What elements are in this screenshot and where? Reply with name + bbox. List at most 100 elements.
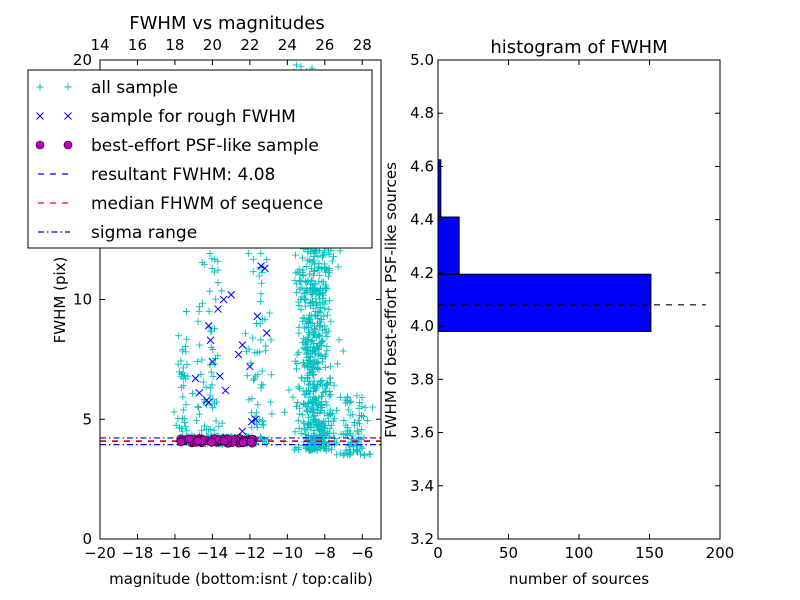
all-sample-point — [323, 380, 331, 388]
scatter-x-tick-label: −20 — [84, 544, 116, 562]
all-sample-point — [327, 421, 335, 429]
all-sample-point — [209, 404, 217, 412]
all-sample-point — [300, 400, 308, 408]
all-sample-point — [296, 277, 304, 285]
all-sample-point — [267, 336, 275, 344]
all-sample-point — [317, 321, 325, 329]
all-sample-point — [209, 395, 217, 403]
all-sample-point — [312, 248, 320, 256]
all-sample-point — [249, 334, 257, 342]
all-sample-point — [195, 307, 203, 315]
all-sample-point — [304, 349, 312, 357]
all-sample-point — [327, 411, 335, 419]
all-sample-point — [180, 406, 188, 414]
all-sample-point — [316, 332, 324, 340]
all-sample-point — [324, 381, 332, 389]
all-sample-point — [202, 383, 210, 391]
all-sample-point — [261, 316, 269, 324]
histogram-y-tick-label: 4.6 — [410, 157, 434, 175]
histogram-bar — [437, 216, 460, 275]
all-sample-point — [196, 341, 204, 349]
all-sample-point — [310, 416, 318, 424]
all-sample-point — [301, 324, 309, 332]
all-sample-point — [315, 350, 323, 358]
all-sample-point — [313, 382, 321, 390]
scatter-top-x-tick-label: 28 — [353, 36, 372, 54]
all-sample-point — [194, 403, 202, 411]
all-sample-point — [295, 410, 303, 418]
all-sample-point — [315, 394, 323, 402]
all-sample-point — [333, 439, 341, 447]
all-sample-point — [197, 370, 205, 378]
all-sample-point — [205, 307, 213, 315]
legend-label: sample for rough FWHM — [91, 107, 296, 127]
all-sample-point — [268, 410, 276, 418]
all-sample-point — [351, 419, 359, 427]
all-sample-point — [295, 404, 303, 412]
all-sample-point — [353, 447, 361, 455]
all-sample-point — [315, 366, 323, 374]
histogram-y-tick-label: 3.4 — [410, 477, 434, 495]
rough-fwhm-point — [251, 415, 260, 424]
all-sample-point — [304, 343, 312, 351]
all-sample-point — [321, 300, 329, 308]
rough-fwhm-point — [206, 336, 215, 345]
all-sample-point — [257, 384, 265, 392]
all-sample-point — [365, 450, 373, 458]
all-sample-point — [316, 339, 324, 347]
all-sample-point — [258, 421, 266, 429]
all-sample-point — [295, 298, 303, 306]
all-sample-point — [214, 279, 222, 287]
all-sample-point — [342, 399, 350, 407]
psf-sample-point — [207, 438, 216, 447]
scatter-top-x-tick-label: 14 — [90, 36, 109, 54]
all-sample-point — [195, 403, 203, 411]
all-sample-point — [347, 435, 355, 443]
all-sample-point — [300, 289, 308, 297]
histogram-x-tick-label: 200 — [706, 544, 735, 562]
all-sample-point — [301, 424, 309, 432]
legend-marker-x — [36, 112, 44, 120]
all-sample-point — [249, 268, 257, 276]
all-sample-point — [328, 257, 336, 265]
all-sample-point — [198, 258, 206, 266]
all-sample-point — [291, 277, 299, 285]
all-sample-point — [300, 359, 308, 367]
scatter-x-tick-label: −6 — [351, 544, 373, 562]
all-sample-point — [281, 408, 289, 416]
legend-marker-plus — [36, 83, 44, 91]
all-sample-point — [208, 381, 216, 389]
all-sample-point — [307, 280, 315, 288]
all-sample-point — [369, 403, 377, 411]
all-sample-point — [352, 439, 360, 447]
histogram-y-tick-label: 4.4 — [410, 211, 434, 229]
all-sample-point — [249, 255, 257, 263]
all-sample-point — [198, 427, 206, 435]
all-sample-point — [319, 355, 327, 363]
all-sample-point — [260, 421, 268, 429]
all-sample-point — [358, 426, 366, 434]
all-sample-point — [315, 259, 323, 267]
all-sample-point — [262, 440, 270, 448]
all-sample-point — [340, 417, 348, 425]
rough-fwhm-point — [195, 389, 204, 397]
all-sample-point — [199, 378, 207, 386]
all-sample-point — [303, 320, 311, 328]
all-sample-point — [183, 335, 191, 343]
all-sample-point — [305, 357, 313, 365]
all-sample-point — [304, 248, 312, 256]
all-sample-point — [253, 348, 261, 356]
all-sample-point — [245, 396, 253, 404]
all-sample-point — [308, 276, 316, 284]
all-sample-point — [172, 421, 180, 429]
scatter-top-x-tick-label: 22 — [240, 36, 259, 54]
all-sample-point — [306, 418, 314, 426]
all-sample-point — [241, 329, 249, 337]
all-sample-point — [309, 298, 317, 306]
all-sample-point — [296, 286, 304, 294]
all-sample-point — [257, 298, 265, 306]
rough-fwhm-point — [253, 312, 262, 321]
histogram-title: histogram of FWHM — [490, 37, 667, 58]
all-sample-point — [212, 295, 220, 303]
all-sample-point — [310, 444, 318, 452]
